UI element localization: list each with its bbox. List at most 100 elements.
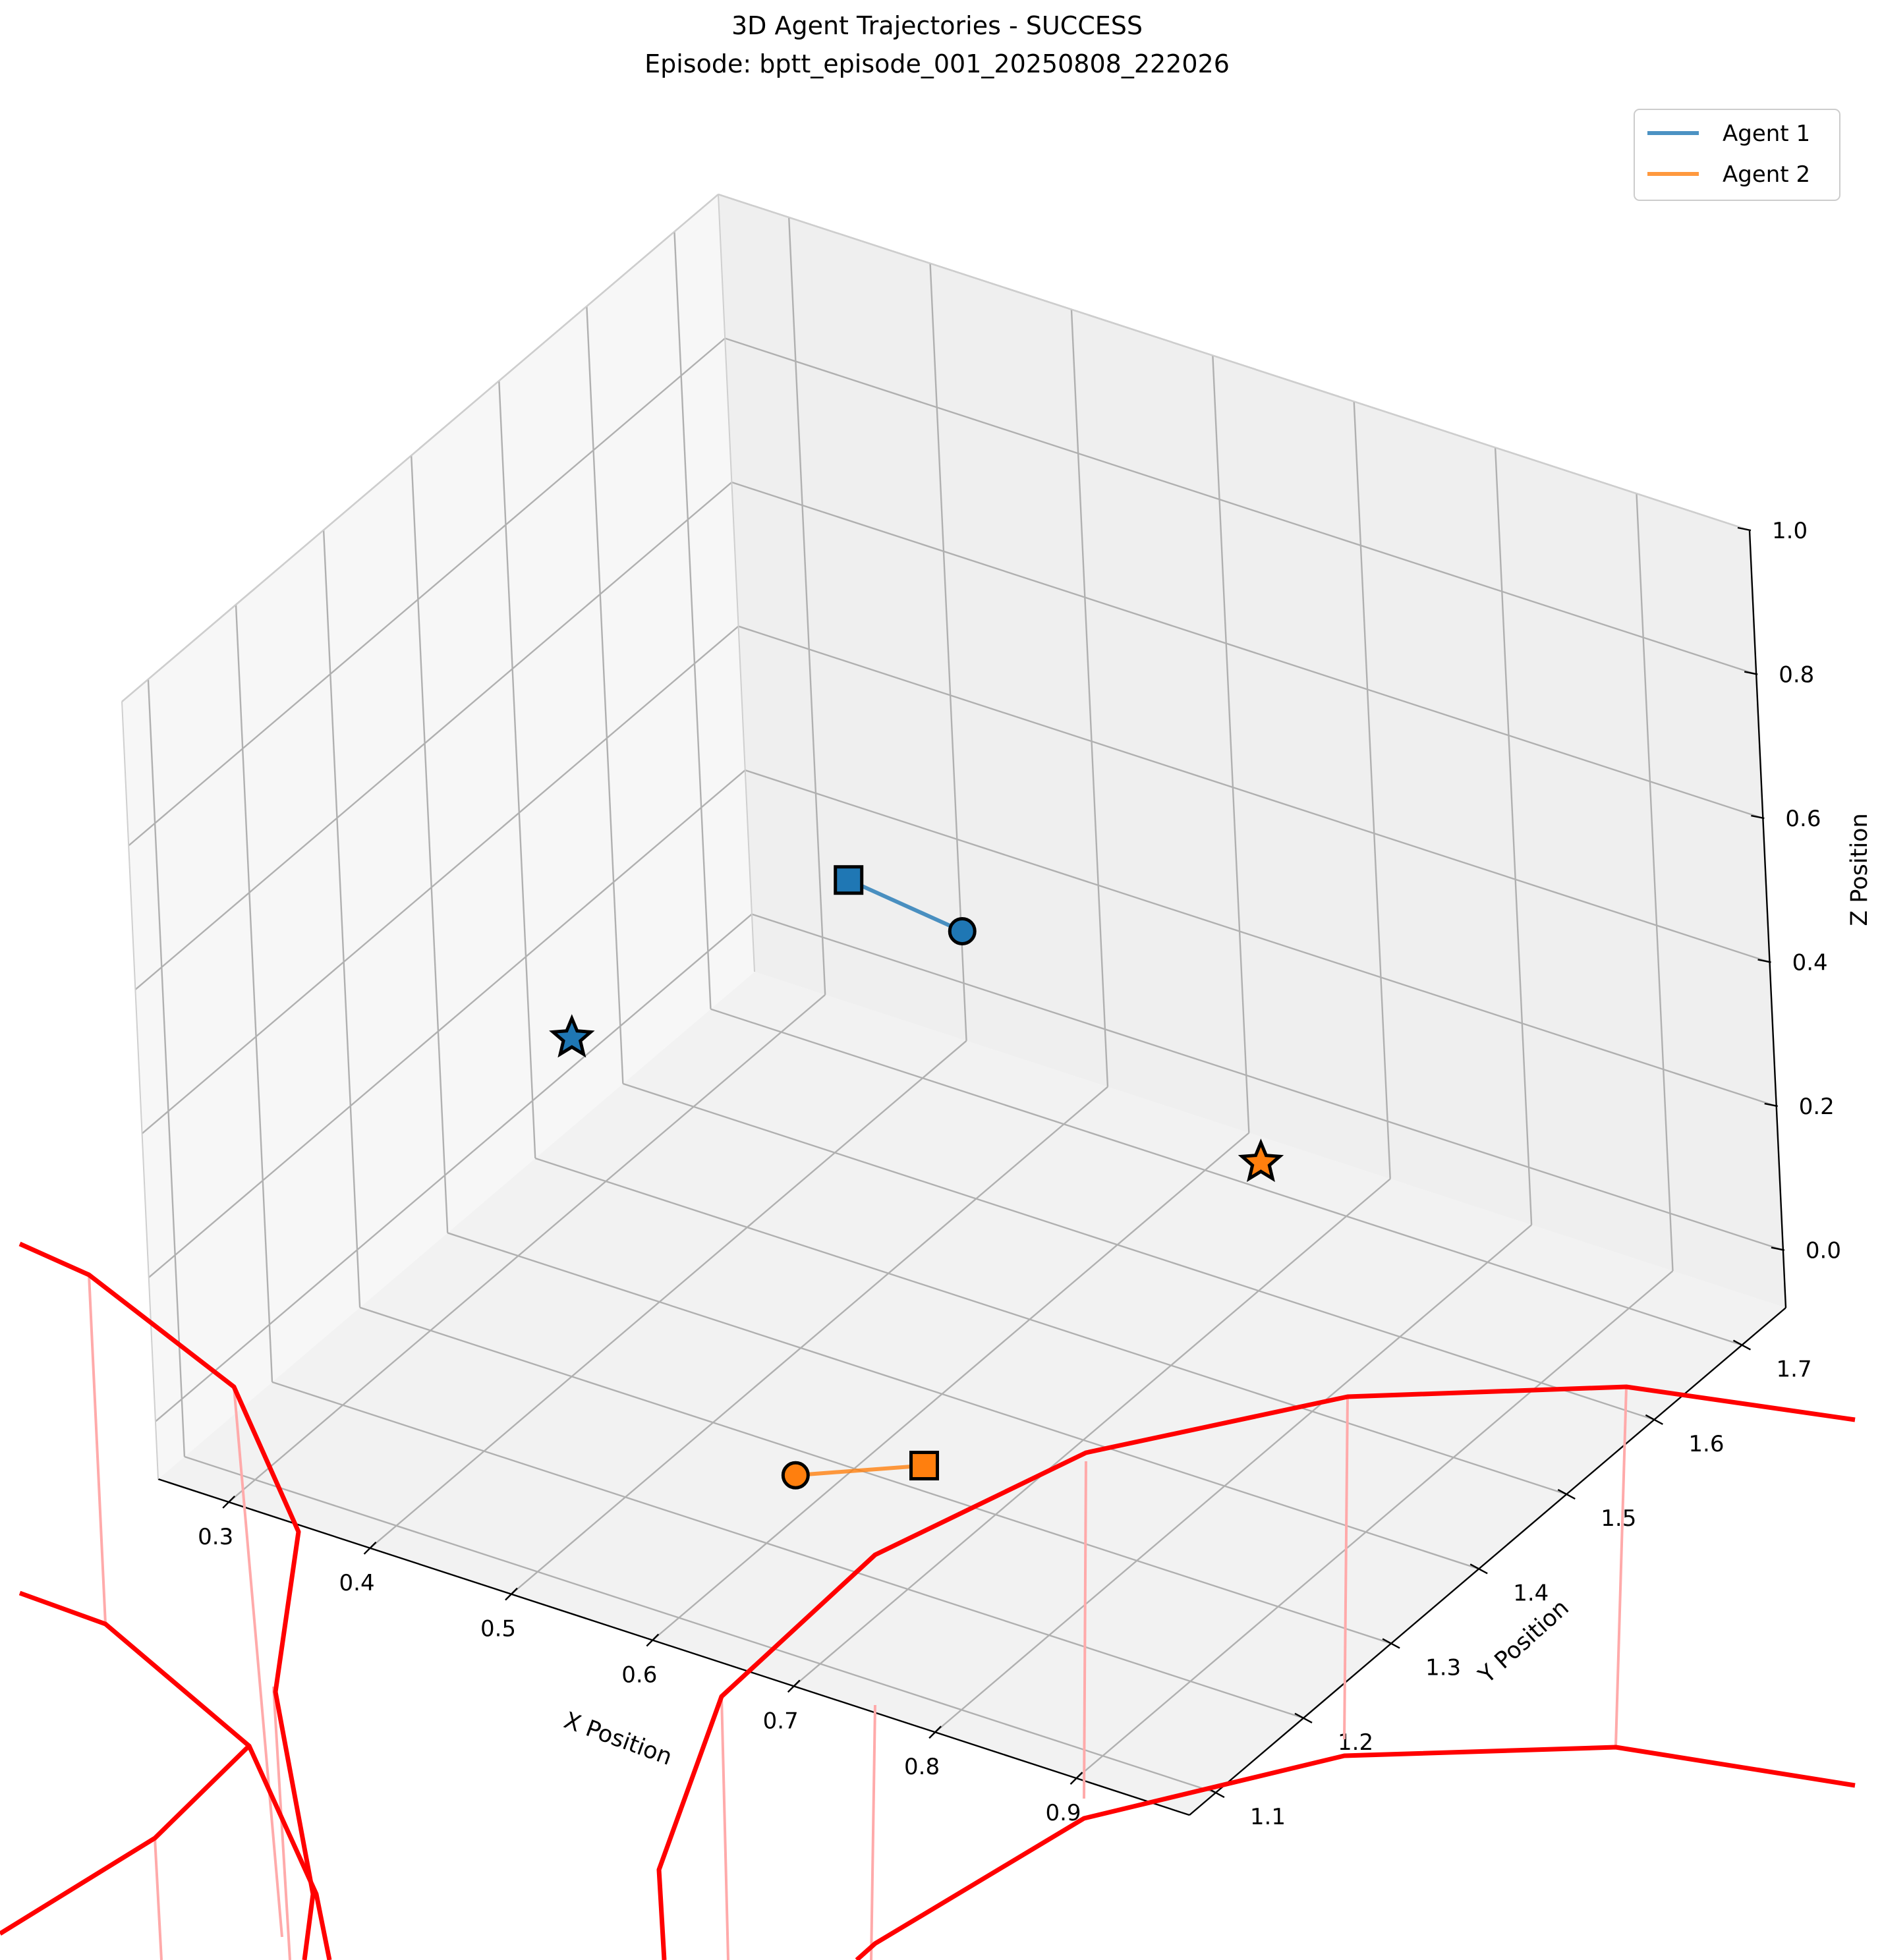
boundary-overlay xyxy=(0,1241,1856,1960)
z-tick-label-2: 0.4 xyxy=(1792,950,1828,976)
grid-y-wall-5 xyxy=(586,306,624,1084)
z-tick-label-4: 0.8 xyxy=(1779,662,1814,688)
grid-y-floor-2 xyxy=(359,1306,1392,1644)
grid-z-wall-2 xyxy=(141,625,739,1134)
z-tick-mark-1 xyxy=(1764,1102,1778,1107)
legend: Agent 1 Agent 2 xyxy=(1634,109,1840,201)
grid-x-floor-5 xyxy=(934,1224,1532,1733)
grid-x-floor-0 xyxy=(228,994,826,1503)
y-tick-label-4: 1.5 xyxy=(1601,1505,1636,1532)
pane-edge-0 xyxy=(121,701,159,1480)
x-tick-mark-6 xyxy=(1069,1772,1083,1785)
boundary-drop-5 xyxy=(1614,1386,1628,1747)
grid-x-back-5 xyxy=(1494,447,1533,1225)
pane-edge-1 xyxy=(121,194,719,702)
data-marks xyxy=(549,865,1284,1490)
goal-marker-agent-2 xyxy=(1238,1138,1284,1183)
y-tick-mark-2 xyxy=(1382,1638,1400,1649)
chart-title: 3D Agent Trajectories - SUCCESS xyxy=(731,11,1143,40)
x-axis-label: X Position xyxy=(560,1708,675,1771)
grid-z-back-1 xyxy=(745,769,1777,1107)
boundary-outline-3 xyxy=(656,1384,1856,1960)
tick-labels: 0.30.40.50.60.70.80.9 1.11.21.31.41.51.61… xyxy=(198,518,1841,1830)
grid-z-back-3 xyxy=(731,481,1763,820)
pane-edge-2 xyxy=(718,194,1750,531)
grid-x-back-3 xyxy=(1212,355,1250,1133)
grid-y-floor-3 xyxy=(447,1232,1479,1570)
grid-x-floor-1 xyxy=(369,1040,967,1549)
y-tick-label-6: 1.7 xyxy=(1777,1357,1812,1383)
grid-z-wall-4 xyxy=(128,337,726,847)
y-axis-label: Y Position xyxy=(1473,1594,1574,1689)
grid-x-floor-3 xyxy=(652,1132,1250,1641)
boundary-outline-2 xyxy=(0,1744,251,1936)
grid-y-floor-6 xyxy=(710,1008,1742,1346)
x-tick-mark-2 xyxy=(505,1587,518,1601)
grid-y-wall-4 xyxy=(498,381,536,1159)
x-tick-mark-4 xyxy=(787,1679,801,1693)
grid-x-back-0 xyxy=(787,217,826,995)
z-tick-mark-5 xyxy=(1737,526,1752,532)
x-tick-label-1: 0.4 xyxy=(339,1570,375,1596)
x-tick-label-3: 0.6 xyxy=(621,1662,657,1689)
z-tick-label-5: 1.0 xyxy=(1772,518,1808,544)
grid-y-floor-0 xyxy=(184,1455,1216,1794)
grid-z-back-4 xyxy=(724,337,1757,675)
legend-label-agent-1: Agent 1 xyxy=(1723,121,1810,147)
z-tick-mark-2 xyxy=(1757,959,1771,963)
z-tick-label-1: 0.2 xyxy=(1799,1094,1835,1120)
end-marker-agent-1 xyxy=(834,865,864,895)
x-tick-mark-1 xyxy=(363,1541,377,1555)
z-tick-mark-3 xyxy=(1751,814,1765,820)
start-marker-agent-1 xyxy=(948,916,977,945)
x-tick-label-0: 0.3 xyxy=(198,1524,233,1550)
y-tick-label-3: 1.4 xyxy=(1513,1580,1549,1606)
back-wall-pane xyxy=(718,194,1786,1308)
x-tick-label-4: 0.7 xyxy=(763,1708,799,1734)
y-tick-mark-6 xyxy=(1732,1339,1752,1351)
grid-z-back-2 xyxy=(738,625,1770,963)
grid-x-back-1 xyxy=(929,263,967,1041)
x-tick-mark-5 xyxy=(928,1725,942,1739)
boundary-outline-4 xyxy=(855,1745,1856,1960)
axis-lines xyxy=(121,194,1787,1816)
floor-pane xyxy=(158,972,1786,1815)
grid-y-wall-6 xyxy=(673,231,712,1009)
grid-z-back-0 xyxy=(751,913,1784,1251)
boundary-drop-0 xyxy=(88,1274,107,1625)
trajectory-agent-1 xyxy=(847,878,963,934)
boundary-drop-4 xyxy=(1343,1396,1349,1740)
x-tick-label-5: 0.8 xyxy=(904,1754,940,1780)
grid-y-floor-4 xyxy=(534,1157,1567,1496)
grid-x-floor-4 xyxy=(793,1178,1391,1687)
grid-x-back-2 xyxy=(1070,309,1109,1087)
chart-subtitle: Episode: bptt_episode_001_20250808_22202… xyxy=(644,49,1230,78)
boundary-drop-2 xyxy=(870,1704,876,1960)
z-tick-mark-4 xyxy=(1744,671,1758,675)
y-tick-mark-1 xyxy=(1294,1712,1313,1723)
trajectory-agent-2 xyxy=(795,1463,925,1478)
x-tick-mark-0 xyxy=(222,1496,236,1509)
y-tick-label-2: 1.3 xyxy=(1425,1655,1461,1681)
grid-y-floor-5 xyxy=(622,1082,1655,1420)
x-axis-line xyxy=(157,1478,1190,1816)
y-tick-mark-3 xyxy=(1469,1563,1488,1575)
boundary-drop-8 xyxy=(720,1696,729,1960)
grid-x-floor-6 xyxy=(1075,1270,1674,1779)
grid-lines xyxy=(121,193,1784,1794)
start-marker-agent-2 xyxy=(781,1461,810,1490)
grid-y-wall-3 xyxy=(410,455,449,1233)
boundary-drop-3 xyxy=(1083,1461,1087,1799)
grid-y-wall-0 xyxy=(147,679,186,1457)
boundary-outline-0 xyxy=(18,1241,316,1960)
z-tick-label-3: 0.6 xyxy=(1785,806,1821,832)
z-axis-label: Z Position xyxy=(1846,813,1873,926)
grid-y-floor-1 xyxy=(271,1381,1304,1719)
z-axis-line xyxy=(1748,530,1787,1308)
pane-edge-3 xyxy=(718,194,755,972)
legend-label-agent-2: Agent 2 xyxy=(1723,161,1810,188)
y-tick-label-0: 1.1 xyxy=(1250,1804,1286,1830)
end-marker-agent-2 xyxy=(909,1451,940,1481)
z-tick-label-0: 0.0 xyxy=(1806,1238,1841,1264)
